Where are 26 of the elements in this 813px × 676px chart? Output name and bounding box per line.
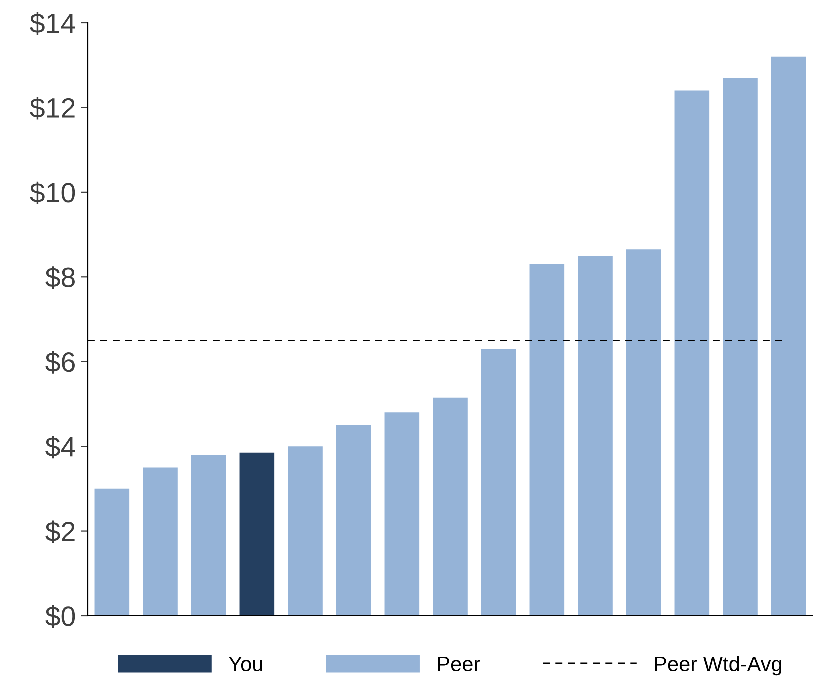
bar	[433, 398, 468, 616]
y-tick-label: $6	[46, 351, 75, 374]
legend-label: You	[229, 657, 262, 672]
legend-label: Peer	[438, 657, 480, 672]
bar	[94, 488, 130, 616]
bar	[191, 455, 226, 616]
bar	[578, 256, 613, 616]
y-tick-label: $2	[46, 520, 75, 544]
bar	[771, 56, 806, 616]
y-tick-label: $12	[30, 97, 75, 120]
bar	[723, 78, 758, 616]
bar	[240, 452, 275, 616]
bar	[143, 468, 178, 616]
y-tick-label: $14	[30, 12, 76, 35]
y-tick-label: $4	[46, 436, 76, 459]
y-tick-label: $8	[46, 266, 75, 290]
y-tick-label: $10	[30, 182, 76, 204]
legend-label: Peer Wtd-Avg	[655, 656, 782, 676]
bar	[288, 446, 323, 616]
bar	[384, 412, 420, 616]
bar	[626, 250, 662, 616]
y-tick-label: $0	[46, 606, 76, 628]
bar	[481, 349, 516, 616]
bar	[336, 425, 372, 616]
bar	[674, 90, 710, 616]
bar	[530, 264, 565, 616]
